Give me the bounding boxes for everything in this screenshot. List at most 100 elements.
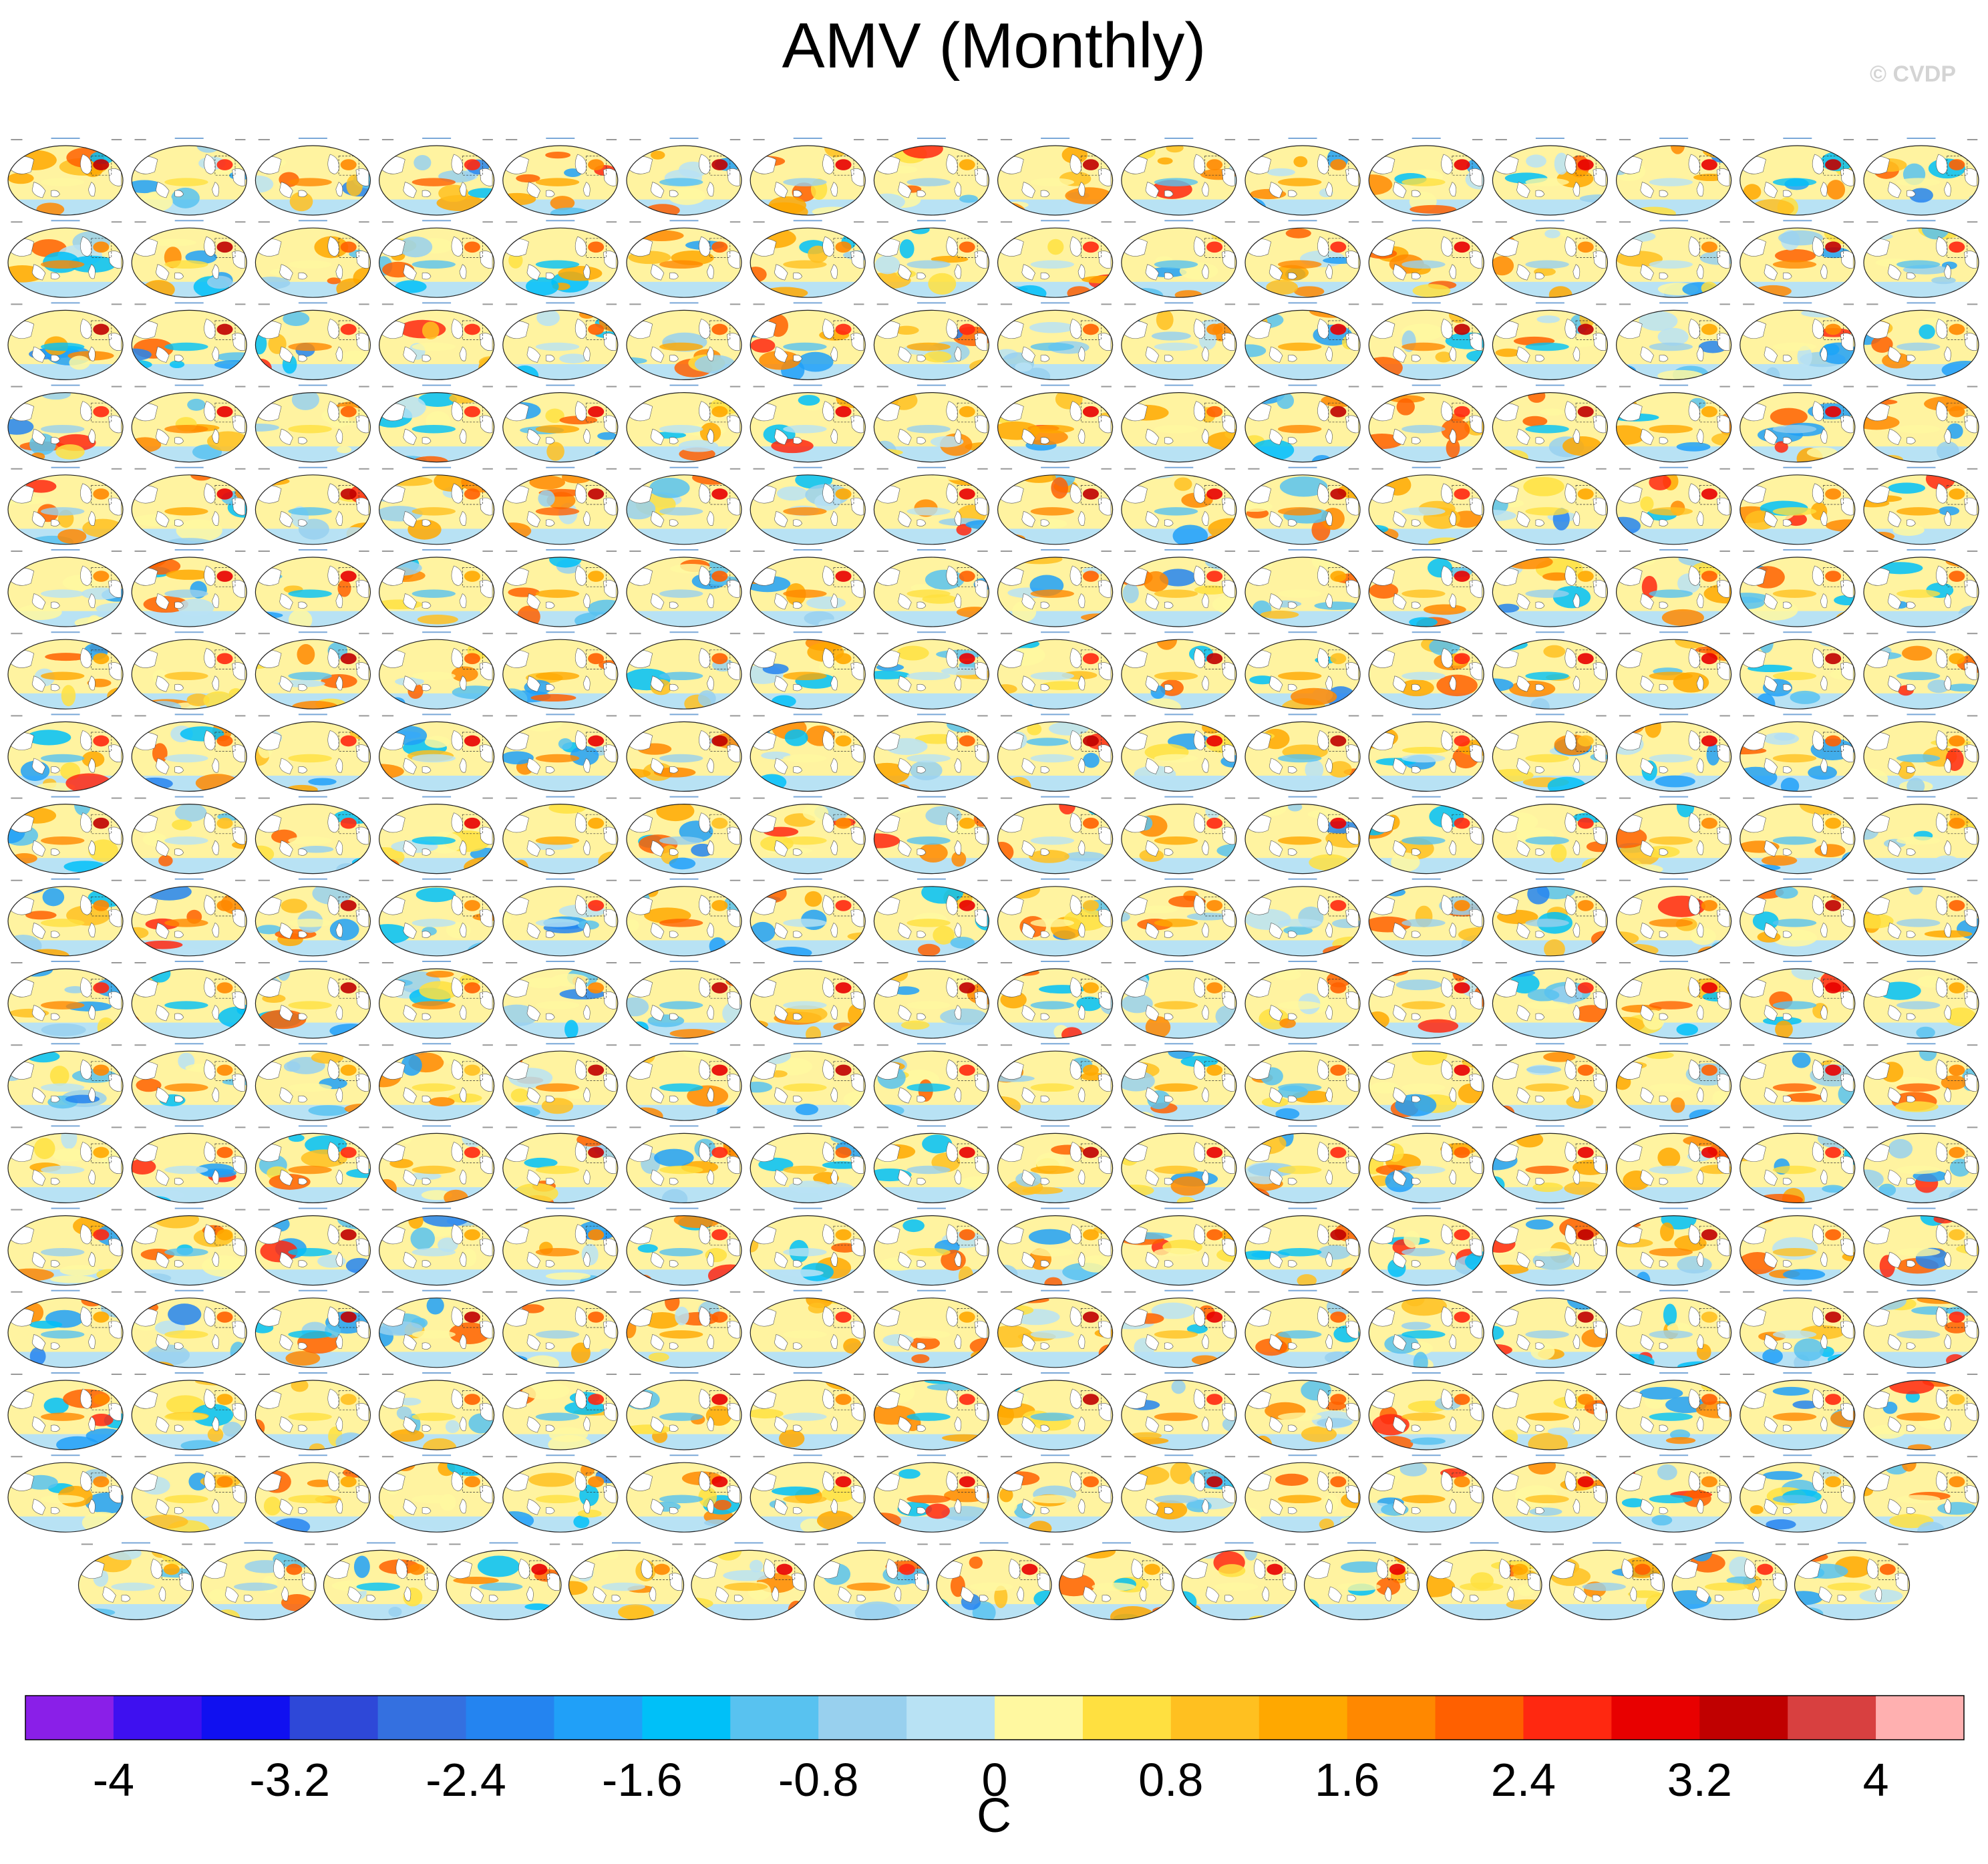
map-panel	[1616, 631, 1732, 710]
map-panel	[1492, 1372, 1608, 1450]
map-panel	[1863, 714, 1979, 792]
map-panel	[997, 138, 1114, 216]
colorbar-swatch	[25, 1696, 114, 1740]
map-panel	[255, 1289, 371, 1368]
map-panel	[1492, 466, 1608, 545]
map-panel	[502, 220, 619, 298]
map-panel	[378, 796, 495, 875]
map-panel	[7, 631, 124, 710]
map-panel	[502, 138, 619, 216]
map-panel	[1740, 1372, 1856, 1450]
map-panel	[378, 384, 495, 463]
colorbar-outline	[25, 1695, 1965, 1740]
map-panel	[131, 138, 247, 216]
map-panel	[1492, 1207, 1608, 1286]
map-panel	[1121, 631, 1237, 710]
map-panel	[1616, 549, 1732, 627]
map-panel	[1492, 796, 1608, 875]
map-panel	[378, 1125, 495, 1204]
colorbar-swatch	[1788, 1696, 1876, 1740]
map-panel	[997, 1454, 1114, 1533]
map-panel	[1121, 878, 1237, 957]
colorbar-swatch	[1611, 1696, 1700, 1740]
map-panel	[873, 1372, 990, 1450]
map-panel	[873, 1289, 990, 1368]
map-panel	[1740, 1043, 1856, 1121]
map-panel	[255, 796, 371, 875]
map-panel	[750, 1207, 866, 1286]
colorbar-swatch	[377, 1696, 467, 1740]
map-panel	[7, 1454, 124, 1533]
map-panel	[626, 796, 742, 875]
map-panel	[502, 302, 619, 381]
map-panel	[626, 1454, 742, 1533]
map-panel	[750, 878, 866, 957]
map-panel	[1121, 466, 1237, 545]
map-panel	[1616, 878, 1732, 957]
map-panel	[873, 220, 990, 298]
colorbar-swatch	[906, 1696, 995, 1740]
colorbar-units-label: C	[977, 1789, 1011, 1843]
map-panel	[7, 1372, 124, 1450]
map-panel	[1368, 302, 1484, 381]
map-panel	[1368, 220, 1484, 298]
map-panel	[1616, 714, 1732, 792]
map-panel	[502, 1454, 619, 1533]
map-panel	[502, 466, 619, 545]
map-panel	[1245, 1207, 1361, 1286]
map-panel	[1492, 1454, 1608, 1533]
map-panel	[1121, 138, 1237, 216]
map-panel	[626, 302, 742, 381]
map-panel	[873, 631, 990, 710]
map-panel	[502, 878, 619, 957]
map-panel	[7, 1207, 124, 1286]
map-panel	[873, 796, 990, 875]
map-panel	[1245, 549, 1361, 627]
map-panel	[1368, 878, 1484, 957]
map-panel	[1616, 1372, 1732, 1450]
map-panel	[1368, 1043, 1484, 1121]
map-panel	[626, 961, 742, 1039]
map-panel	[502, 1125, 619, 1204]
map-panel	[131, 796, 247, 875]
map-panel	[7, 549, 124, 627]
map-panel	[1426, 1542, 1542, 1620]
map-panel	[255, 466, 371, 545]
map-panel	[255, 302, 371, 381]
map-panel	[378, 878, 495, 957]
map-panel	[378, 1454, 495, 1533]
colorbar-swatch	[730, 1696, 819, 1740]
map-panel	[1863, 466, 1979, 545]
map-panel	[626, 878, 742, 957]
map-panel	[255, 1125, 371, 1204]
map-panel	[1121, 714, 1237, 792]
map-panel	[1121, 1454, 1237, 1533]
map-panel	[255, 631, 371, 710]
map-panel	[502, 1043, 619, 1121]
map-panel	[813, 1542, 930, 1620]
map-panel	[1245, 961, 1361, 1039]
map-panel	[1368, 1207, 1484, 1286]
map-panel	[1616, 1125, 1732, 1204]
map-panel	[1863, 302, 1979, 381]
map-panel	[626, 1125, 742, 1204]
map-panel	[1492, 302, 1608, 381]
map-panel	[873, 714, 990, 792]
map-panel	[1794, 1542, 1911, 1620]
map-panel	[750, 302, 866, 381]
map-panel	[750, 961, 866, 1039]
colorbar-swatch	[1876, 1696, 1965, 1740]
map-panel	[1368, 549, 1484, 627]
map-panel	[873, 1043, 990, 1121]
map-panel	[997, 549, 1114, 627]
map-panel	[1121, 384, 1237, 463]
map-panel	[873, 1207, 990, 1286]
map-panel	[1245, 1043, 1361, 1121]
map-panel	[1121, 1289, 1237, 1368]
map-panel	[997, 961, 1114, 1039]
map-panel	[1121, 961, 1237, 1039]
map-panel	[997, 302, 1114, 381]
map-panel	[1368, 1454, 1484, 1533]
map-panel	[7, 961, 124, 1039]
map-panel	[1368, 631, 1484, 710]
